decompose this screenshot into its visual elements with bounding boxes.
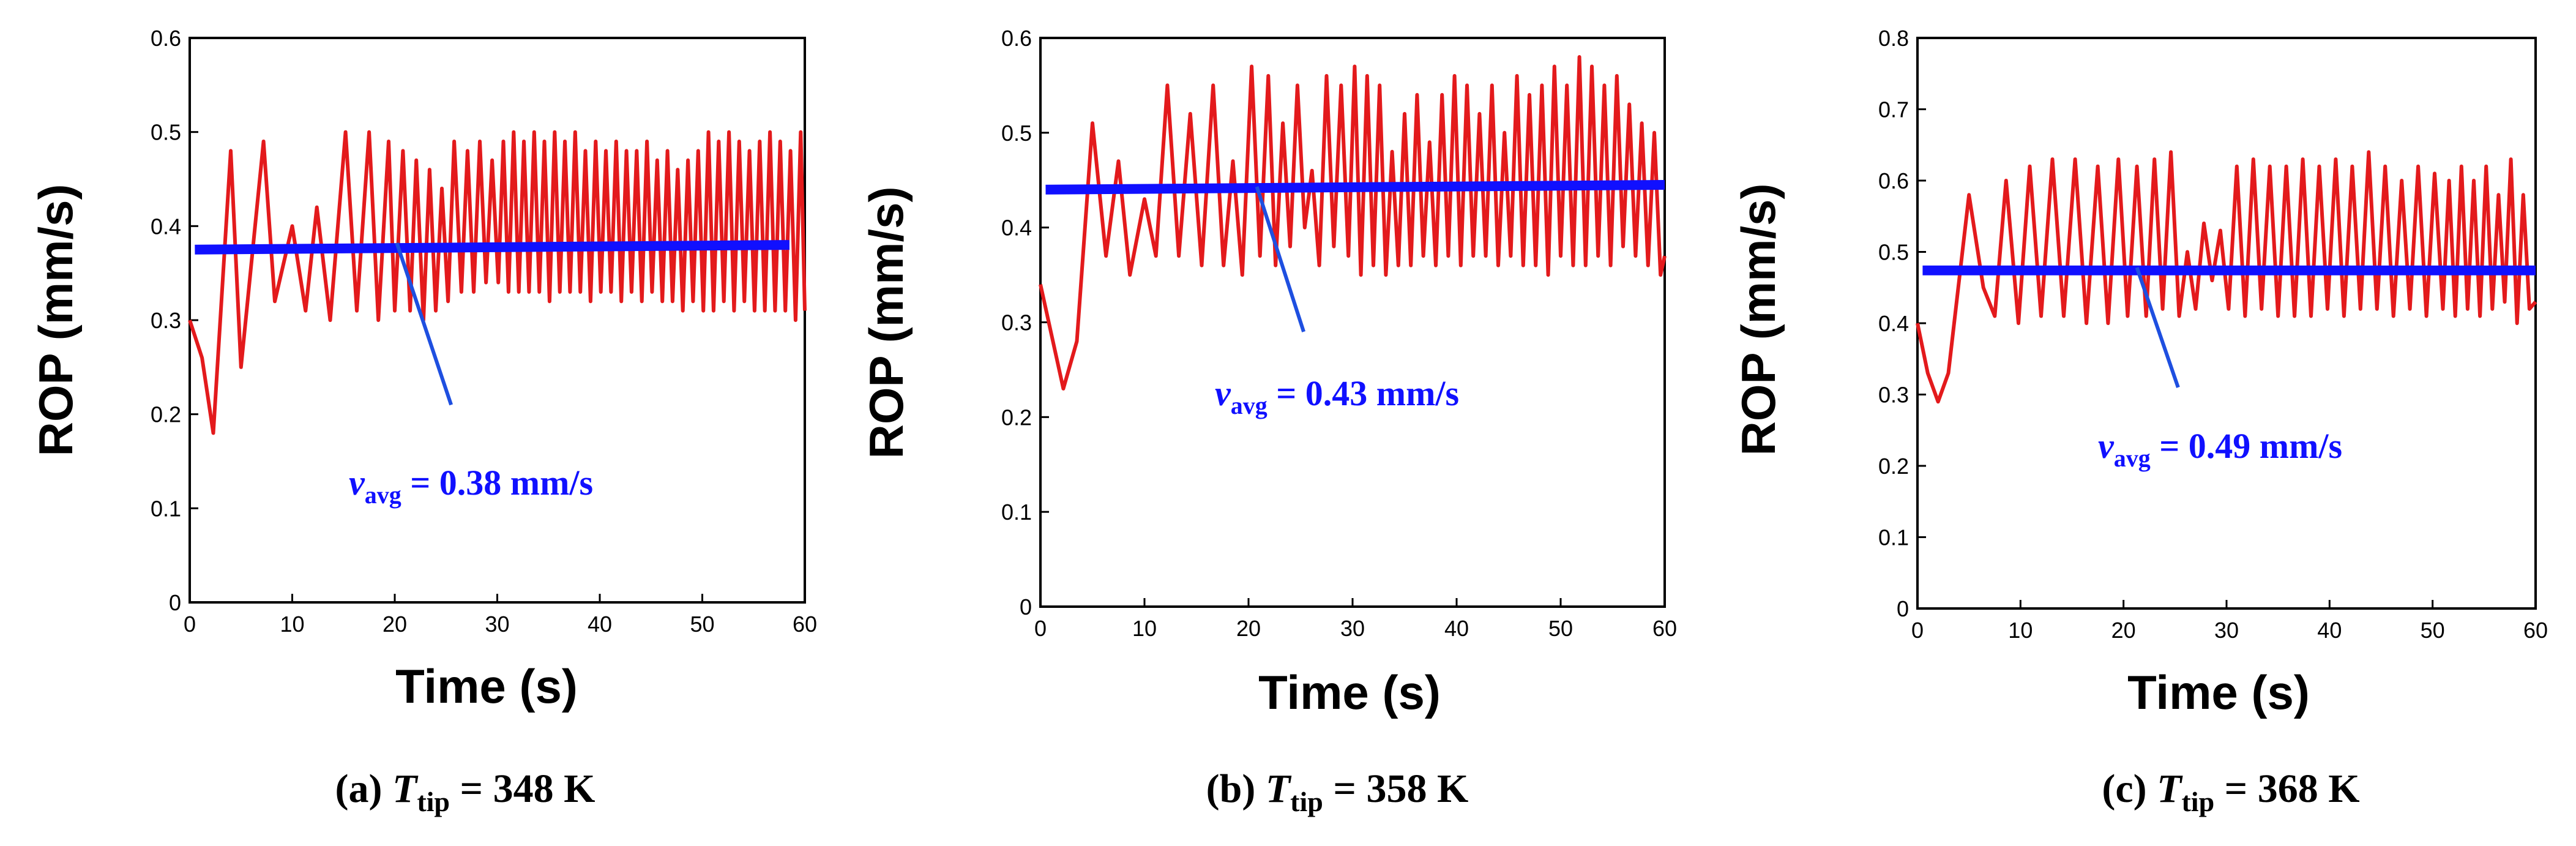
panel-c-y-tick-label: 0.6	[1878, 168, 1909, 193]
panel-b-y-tick-label: 0.2	[1001, 405, 1032, 430]
panel-b-annotation-sub: avg	[1231, 392, 1267, 419]
panel-b-y-tick-label: 0.6	[1001, 26, 1032, 51]
panel-b-x-tick-label: 10	[1132, 616, 1157, 641]
panel-c-caption: (c) Ttip = 368 K	[2102, 766, 2359, 817]
panel-a-average-line	[195, 240, 790, 255]
panel-b-y-tick-label: 0.3	[1001, 310, 1032, 335]
panel-b-x-tick-label: 50	[1548, 616, 1573, 641]
panel-b-x-tick-label: 20	[1236, 616, 1261, 641]
panel-a-x-tick-label: 30	[485, 612, 509, 637]
panel-a-x-tick-label: 50	[690, 612, 714, 637]
panel-c-annotation-sub: avg	[2114, 444, 2151, 472]
panel-b-x-tick-label: 0	[1034, 616, 1047, 641]
panel-a-annotation: vavg = 0.38 mm/s	[349, 463, 593, 509]
panel-a-annotation-sub: avg	[365, 481, 401, 509]
panel-b-annotation-var: v	[1215, 373, 1231, 413]
panel-a-x-tick-label: 20	[383, 612, 407, 637]
panel-c-caption-var: T	[2157, 766, 2183, 811]
panel-a-plot-frame	[189, 37, 806, 604]
panel-c-x-axis-label: Time (s)	[2127, 665, 2310, 719]
panel-c-x-tick-label: 60	[2523, 618, 2548, 643]
panel-b-x-tick-label: 30	[1340, 616, 1365, 641]
panel-a-caption-rest: = 348 K	[450, 766, 595, 811]
panel-c-x-tick-label: 30	[2214, 618, 2239, 643]
panel-c-y-tick-label: 0	[1897, 596, 1909, 621]
panel-c-annotation-var: v	[2098, 426, 2115, 466]
panel-c-x-tick-label: 20	[2111, 618, 2136, 643]
panel-b-caption-sub: tip	[1290, 786, 1323, 817]
panel-c-x-tick-label: 50	[2421, 618, 2445, 643]
panel-a-y-tick-label: 0.2	[151, 402, 181, 427]
panel-a-caption-sub: tip	[417, 786, 450, 817]
panel-a-y-axis-label: ROP (mm/s)	[29, 184, 83, 457]
panel-b-y-tick-label: 0.1	[1001, 500, 1032, 525]
panel-c-y-tick-label: 0.2	[1878, 454, 1909, 479]
panel-a-y-tick-label: 0	[169, 590, 181, 615]
panel-c-ticks: 0 10 20 30 40 50 60 0 0.1 0.2 0.3 0.4 0.5 0.6 0.7 0.8	[1878, 26, 2548, 643]
panel-b-x-axis-label: Time (s)	[1258, 665, 1441, 719]
panel-c-annotation-pointer	[2135, 267, 2180, 388]
panel-a-x-tick-label: 10	[280, 612, 304, 637]
panel-c-annotation-text: = 0.49 mm/s	[2151, 426, 2342, 466]
panel-b-caption: (b) Ttip = 358 K	[1206, 766, 1469, 817]
panel-c-x-tick-label: 10	[2008, 618, 2033, 643]
panel-c-y-axis-label: ROP (mm/s)	[1731, 184, 1785, 456]
panel-a-y-tick-label: 0.6	[151, 26, 181, 51]
panel-c-y-tick-label: 0.3	[1878, 383, 1909, 408]
panel-a-x-tick-label: 0	[184, 612, 196, 637]
panel-c: 0 10 20 30 40 50 60 0 0.1 0.2 0.3 0.4 0.5 0.6 0.7 0.8 v…	[1731, 26, 2548, 817]
panel-b-y-tick-label: 0.4	[1001, 215, 1032, 241]
panel-b-x-tick-label: 40	[1444, 616, 1469, 641]
panel-a-y-tick-label: 0.1	[151, 496, 181, 521]
panel-c-y-tick-label: 0.1	[1878, 525, 1909, 550]
panel-a-annotation-var: v	[349, 463, 365, 503]
panel-c-y-tick-label: 0.8	[1878, 26, 1909, 51]
panel-c-x-tick-label: 40	[2317, 618, 2342, 643]
panel-a-y-tick-label: 0.3	[151, 308, 181, 333]
panel-b-y-tick-label: 0	[1020, 594, 1032, 620]
panel-c-caption-sub: tip	[2181, 786, 2214, 817]
panel-b-annotation: vavg = 0.43 mm/s	[1215, 373, 1459, 419]
panel-c-x-tick-label: 0	[1911, 618, 1924, 643]
panel-b-y-tick-label: 0.5	[1001, 121, 1032, 146]
panel-a-caption-var: T	[392, 766, 419, 811]
panel-c-rop-line	[1916, 150, 2537, 404]
panel-c-caption-prefix: (c)	[2102, 766, 2157, 811]
panel-a: 0 10 20 30 40 50 60 0 0.1 0.2 0.3 0.4 0.5 0.6 vavg = …	[29, 26, 817, 817]
panel-b-caption-var: T	[1266, 766, 1292, 811]
panel-a-annotation-pointer	[395, 242, 453, 406]
panel-b-y-axis-label: ROP (mm/s)	[859, 187, 913, 459]
panel-a-x-tick-label: 40	[588, 612, 612, 637]
panel-c-annotation: vavg = 0.49 mm/s	[2098, 426, 2342, 472]
panel-b-caption-prefix: (b)	[1206, 766, 1266, 811]
panel-a-x-tick-label: 60	[793, 612, 817, 637]
panel-a-y-tick-label: 0.4	[151, 214, 181, 239]
panel-b-caption-rest: = 358 K	[1323, 766, 1468, 811]
panel-a-caption-prefix: (a)	[335, 766, 392, 811]
panel-a-caption: (a) Ttip = 348 K	[335, 766, 595, 817]
panel-c-y-tick-label: 0.5	[1878, 240, 1909, 265]
panel-b-x-tick-label: 60	[1652, 616, 1677, 641]
panel-c-y-tick-label: 0.4	[1878, 311, 1909, 336]
panel-c-y-tick-label: 0.7	[1878, 97, 1909, 122]
panel-c-plot-frame	[1916, 37, 2537, 610]
panel-a-annotation-text: = 0.38 mm/s	[401, 463, 593, 503]
panel-a-x-axis-label: Time (s)	[395, 659, 578, 713]
panel-b: 0 10 20 30 40 50 60 0 0.1 0.2 0.3 0.4 0.5 0.6 vavg = …	[859, 26, 1677, 817]
panel-b-annotation-pointer	[1255, 186, 1305, 332]
panel-a-ticks: 0 10 20 30 40 50 60 0 0.1 0.2 0.3 0.4 0.5 0.6	[151, 26, 817, 637]
panel-a-y-tick-label: 0.5	[151, 120, 181, 145]
panel-b-rop-line	[1039, 55, 1667, 391]
panel-b-ticks: 0 10 20 30 40 50 60 0 0.1 0.2 0.3 0.4 0.5 0.6	[1001, 26, 1677, 641]
panel-b-average-line	[1045, 179, 1665, 195]
panel-c-caption-rest: = 368 K	[2214, 766, 2359, 811]
panel-b-annotation-text: = 0.43 mm/s	[1267, 373, 1459, 413]
panel-a-rop-line	[188, 130, 807, 435]
